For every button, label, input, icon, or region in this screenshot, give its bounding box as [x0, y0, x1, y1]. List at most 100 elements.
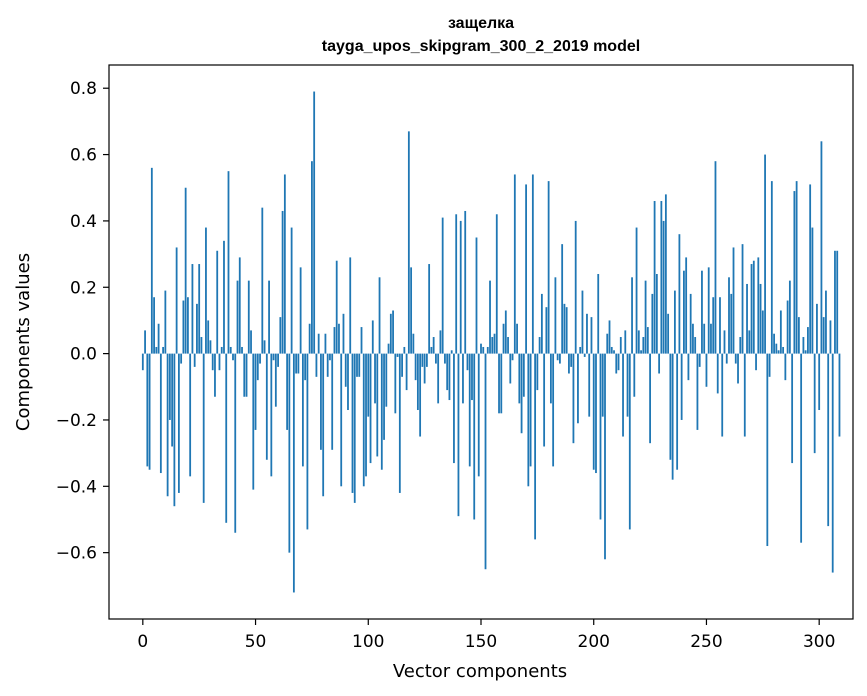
bar: [786, 300, 789, 354]
bar: [232, 353, 234, 361]
bar: [356, 353, 358, 377]
bar: [770, 181, 773, 354]
bar: [624, 330, 627, 354]
bar: [471, 353, 473, 401]
bar: [543, 353, 546, 447]
bar: [595, 353, 597, 474]
bar: [802, 337, 805, 354]
bar: [193, 353, 196, 367]
bar: [263, 340, 266, 354]
bar: [610, 346, 613, 354]
bar: [791, 353, 794, 464]
bar: [225, 353, 228, 523]
bar: [459, 220, 462, 354]
y-tick-label: 0.4: [70, 212, 97, 232]
bar: [536, 353, 539, 391]
bar: [432, 337, 435, 354]
bar: [540, 293, 543, 354]
bar: [153, 297, 155, 354]
bar: [349, 257, 352, 354]
bar: [324, 333, 327, 354]
bar: [148, 353, 151, 470]
bar: [788, 280, 791, 354]
bar: [804, 350, 807, 354]
bar: [457, 353, 460, 517]
y-axis-ticks: −0.6 −0.4 −0.2 0.0 0.2 0.4 0.6 0.8: [56, 79, 109, 564]
bar: [371, 320, 374, 354]
x-tick-label: 250: [690, 632, 722, 652]
bar: [439, 330, 442, 354]
bar: [410, 267, 413, 354]
bar: [743, 353, 746, 437]
bar: [268, 280, 270, 354]
bar: [561, 244, 564, 354]
y-tick-label: −0.2: [56, 411, 97, 431]
x-tick-label: 300: [803, 632, 835, 652]
bar: [369, 353, 372, 464]
bar: [642, 337, 645, 354]
bar: [430, 346, 433, 354]
bar: [613, 350, 615, 354]
bar: [342, 313, 345, 354]
bar: [216, 250, 219, 354]
bar: [757, 257, 760, 354]
bar: [719, 297, 721, 354]
chart-title-line1: защелка: [448, 15, 514, 32]
bar: [198, 264, 201, 354]
bar: [831, 353, 834, 573]
bar: [748, 330, 751, 354]
bar: [211, 353, 214, 371]
bar: [290, 227, 293, 354]
bar: [283, 174, 286, 354]
bar: [716, 353, 719, 394]
bar: [516, 323, 518, 354]
bar: [568, 353, 570, 374]
bar: [827, 353, 830, 527]
bar: [615, 353, 618, 374]
bar: [669, 353, 672, 460]
bar: [322, 353, 325, 497]
bar: [635, 227, 638, 354]
bar: [581, 290, 584, 354]
bar: [450, 350, 453, 354]
bar: [500, 353, 503, 414]
bar: [367, 353, 370, 417]
bar: [723, 330, 726, 354]
bar: [265, 353, 268, 460]
bar: [746, 283, 748, 354]
bar: [157, 323, 160, 354]
bar: [676, 353, 679, 470]
y-tick-label: 0.6: [70, 146, 97, 166]
bar: [673, 290, 676, 354]
bar: [761, 310, 764, 354]
bar: [385, 353, 388, 407]
bar: [317, 333, 320, 354]
bar: [297, 353, 300, 374]
bar: [755, 353, 757, 371]
bar: [423, 353, 426, 384]
bar: [822, 317, 825, 354]
bar: [683, 270, 685, 354]
bar: [288, 353, 291, 553]
bar: [405, 353, 408, 391]
bar: [380, 353, 383, 470]
bar: [750, 264, 753, 354]
bar: [177, 353, 180, 493]
bar: [392, 310, 394, 354]
bar: [734, 353, 737, 364]
bar: [412, 333, 415, 354]
bar: [209, 340, 212, 354]
bar: [365, 353, 367, 477]
bar: [836, 250, 839, 354]
bar: [398, 353, 401, 493]
bar: [301, 353, 304, 467]
x-axis-label: Vector components: [393, 661, 567, 682]
bar: [182, 300, 185, 354]
bar: [671, 353, 674, 480]
bar: [144, 330, 146, 354]
bar: [701, 270, 703, 354]
bar: [628, 353, 631, 530]
bar: [171, 353, 174, 447]
bar: [464, 210, 467, 354]
bar: [313, 91, 316, 354]
